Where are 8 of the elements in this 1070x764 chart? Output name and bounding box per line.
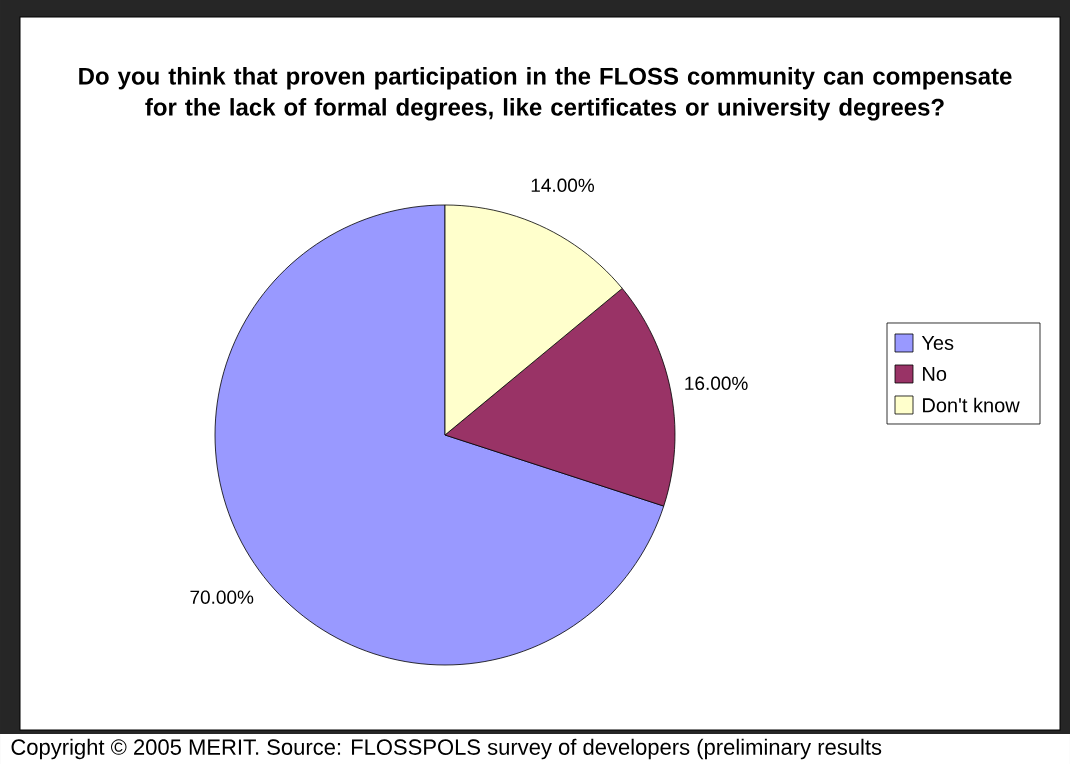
text: Copyright © 2005 MERIT. Source: FLOSSPOLS survey of developers (preliminary results [11,738,882,760]
legend-label: Yes [921,336,954,350]
data-label: 70.00% [190,590,254,604]
chart-title: Do you think that proven participation in the FLOSS community can compensate for the lack of formal degrees, like certificates or university degrees? [79,67,1012,121]
data-label: 16.00% [685,376,748,391]
data-label: 14.00% [531,178,595,193]
legend-label: Don't know [923,397,1020,413]
legend-label: No [923,367,947,381]
